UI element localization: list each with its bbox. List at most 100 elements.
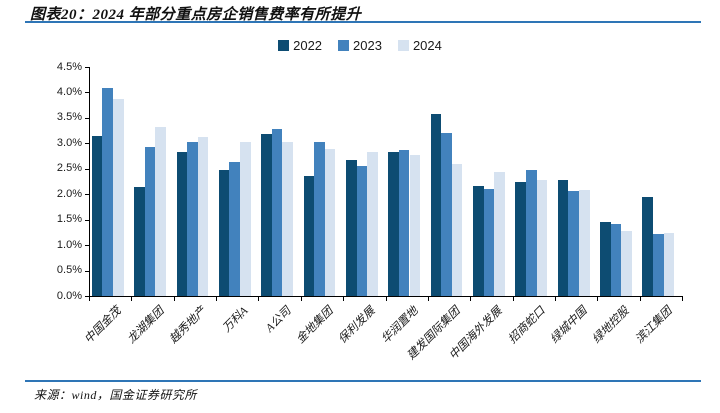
x-axis-tick bbox=[639, 297, 641, 301]
bar-2023-中国海外发展 bbox=[483, 189, 495, 296]
x-axis-category-label: 越秀地产 bbox=[167, 305, 209, 347]
bar-2023-保利发展 bbox=[356, 166, 368, 296]
x-axis-category-label: 万科A bbox=[221, 305, 251, 335]
y-axis-tick bbox=[85, 67, 89, 68]
bar-2023-金地集团 bbox=[314, 142, 325, 296]
chart-legend: 2022 2023 2024 bbox=[0, 39, 720, 52]
y-axis-tick bbox=[85, 143, 89, 145]
y-axis-tick bbox=[85, 219, 89, 221]
x-axis-tick bbox=[131, 297, 133, 301]
bar-2022-A公司 bbox=[261, 134, 272, 296]
legend-label-2023: 2023 bbox=[353, 38, 382, 53]
x-axis bbox=[89, 296, 683, 297]
y-axis-tick bbox=[85, 194, 89, 196]
y-axis-tick bbox=[85, 92, 89, 94]
x-axis-category-label: 滨江集团 bbox=[633, 305, 675, 347]
bar-2023-万科A bbox=[229, 162, 241, 296]
bar-2022-中国金茂 bbox=[91, 135, 103, 296]
y-axis-tick bbox=[85, 117, 89, 119]
legend-item-2023: 2023 bbox=[338, 39, 382, 52]
x-axis-tick bbox=[343, 297, 345, 301]
y-axis-tick-label: 0.0% bbox=[56, 289, 82, 302]
x-axis-category-label: 绿城中国 bbox=[548, 305, 590, 347]
legend-swatch-2022 bbox=[278, 40, 290, 51]
legend-item-2022: 2022 bbox=[278, 39, 322, 52]
x-axis-tick bbox=[470, 297, 472, 301]
bar-2024-越秀地产 bbox=[197, 136, 209, 296]
x-axis-tick bbox=[258, 297, 260, 301]
bar-2022-越秀地产 bbox=[176, 152, 188, 296]
bar-2024-中国海外发展 bbox=[494, 171, 505, 296]
source-note: 来源：wind，国金证券研究所 bbox=[34, 388, 197, 402]
y-axis-tick-label: 2.5% bbox=[56, 162, 82, 175]
bar-2022-保利发展 bbox=[345, 160, 357, 296]
x-axis-category-label: 绿地控股 bbox=[590, 305, 632, 347]
x-axis-category-label: 保利发展 bbox=[336, 305, 378, 347]
bar-2023-招商蛇口 bbox=[525, 169, 537, 296]
bar-2023-绿城中国 bbox=[568, 191, 579, 296]
bar-2022-中国海外发展 bbox=[473, 185, 484, 296]
bar-2022-滨江集团 bbox=[642, 196, 654, 296]
bar-2022-万科A bbox=[218, 169, 230, 296]
bar-2022-金地集团 bbox=[303, 176, 315, 296]
x-axis-tick bbox=[89, 297, 90, 301]
bar-2024-中国金茂 bbox=[113, 99, 124, 296]
y-axis-tick bbox=[85, 245, 89, 247]
bar-2024-绿地控股 bbox=[621, 231, 632, 296]
y-axis-tick bbox=[85, 296, 89, 297]
bar-2023-建发国际集团 bbox=[441, 133, 452, 296]
bar-2022-建发国际集团 bbox=[430, 114, 442, 296]
figure-title: 图表20：2024 年部分重点房企销售费率有所提升 bbox=[30, 7, 362, 23]
x-axis-tick bbox=[300, 297, 302, 301]
bar-2024-A公司 bbox=[282, 142, 294, 296]
y-axis-tick-label: 0.5% bbox=[56, 264, 82, 277]
legend-item-2024: 2024 bbox=[397, 38, 442, 53]
bar-2022-绿地控股 bbox=[600, 222, 611, 296]
y-axis-tick-label: 4.0% bbox=[56, 85, 82, 98]
x-axis-category-label: 中国金茂 bbox=[82, 305, 124, 347]
bar-2023-绿地控股 bbox=[610, 224, 622, 296]
footer-divider bbox=[25, 380, 701, 382]
legend-label-2022: 2022 bbox=[293, 38, 323, 53]
bar-2024-建发国际集团 bbox=[451, 163, 463, 296]
x-axis-tick bbox=[554, 297, 556, 301]
y-axis-tick-label: 4.5% bbox=[56, 60, 82, 73]
bar-2022-华润置地 bbox=[388, 152, 399, 296]
bar-2024-龙湖集团 bbox=[155, 127, 166, 296]
bar-2023-滨江集团 bbox=[653, 234, 664, 296]
bar-2024-保利发展 bbox=[367, 151, 378, 296]
x-axis-tick bbox=[173, 297, 175, 301]
bar-2024-金地集团 bbox=[324, 149, 336, 296]
x-axis-category-label: 华润置地 bbox=[379, 305, 421, 347]
y-axis-tick-label: 2.0% bbox=[56, 187, 82, 200]
x-axis-tick bbox=[385, 297, 387, 301]
x-axis-category-label: 龙湖集团 bbox=[125, 305, 167, 347]
legend-swatch-2023 bbox=[338, 40, 350, 51]
bar-2022-龙湖集团 bbox=[134, 186, 145, 296]
bar-2024-万科A bbox=[240, 142, 251, 296]
bar-2023-华润置地 bbox=[398, 150, 410, 296]
x-axis-tick bbox=[597, 297, 599, 301]
y-axis-tick-label: 3.0% bbox=[56, 136, 82, 149]
bar-2024-滨江集团 bbox=[663, 232, 675, 296]
bar-2023-越秀地产 bbox=[187, 142, 198, 296]
legend-swatch-2024 bbox=[397, 40, 409, 51]
y-axis-tick bbox=[85, 270, 89, 272]
legend-label-2024: 2024 bbox=[412, 38, 442, 53]
x-axis-category-label: A公司 bbox=[263, 305, 294, 335]
y-axis-tick bbox=[85, 168, 89, 170]
y-axis-tick-label: 1.5% bbox=[56, 213, 82, 226]
x-axis-tick bbox=[682, 297, 683, 301]
bar-2023-A公司 bbox=[271, 129, 283, 296]
bar-2024-华润置地 bbox=[409, 154, 421, 296]
bar-2024-招商蛇口 bbox=[536, 180, 548, 296]
x-axis-category-label: 金地集团 bbox=[294, 305, 336, 347]
x-axis-tick bbox=[427, 297, 429, 301]
y-axis-tick-label: 1.0% bbox=[56, 238, 82, 251]
bar-2023-龙湖集团 bbox=[144, 147, 156, 296]
y-axis-tick-label: 3.5% bbox=[56, 111, 82, 124]
title-divider bbox=[25, 21, 701, 23]
bar-2024-绿城中国 bbox=[578, 189, 590, 296]
